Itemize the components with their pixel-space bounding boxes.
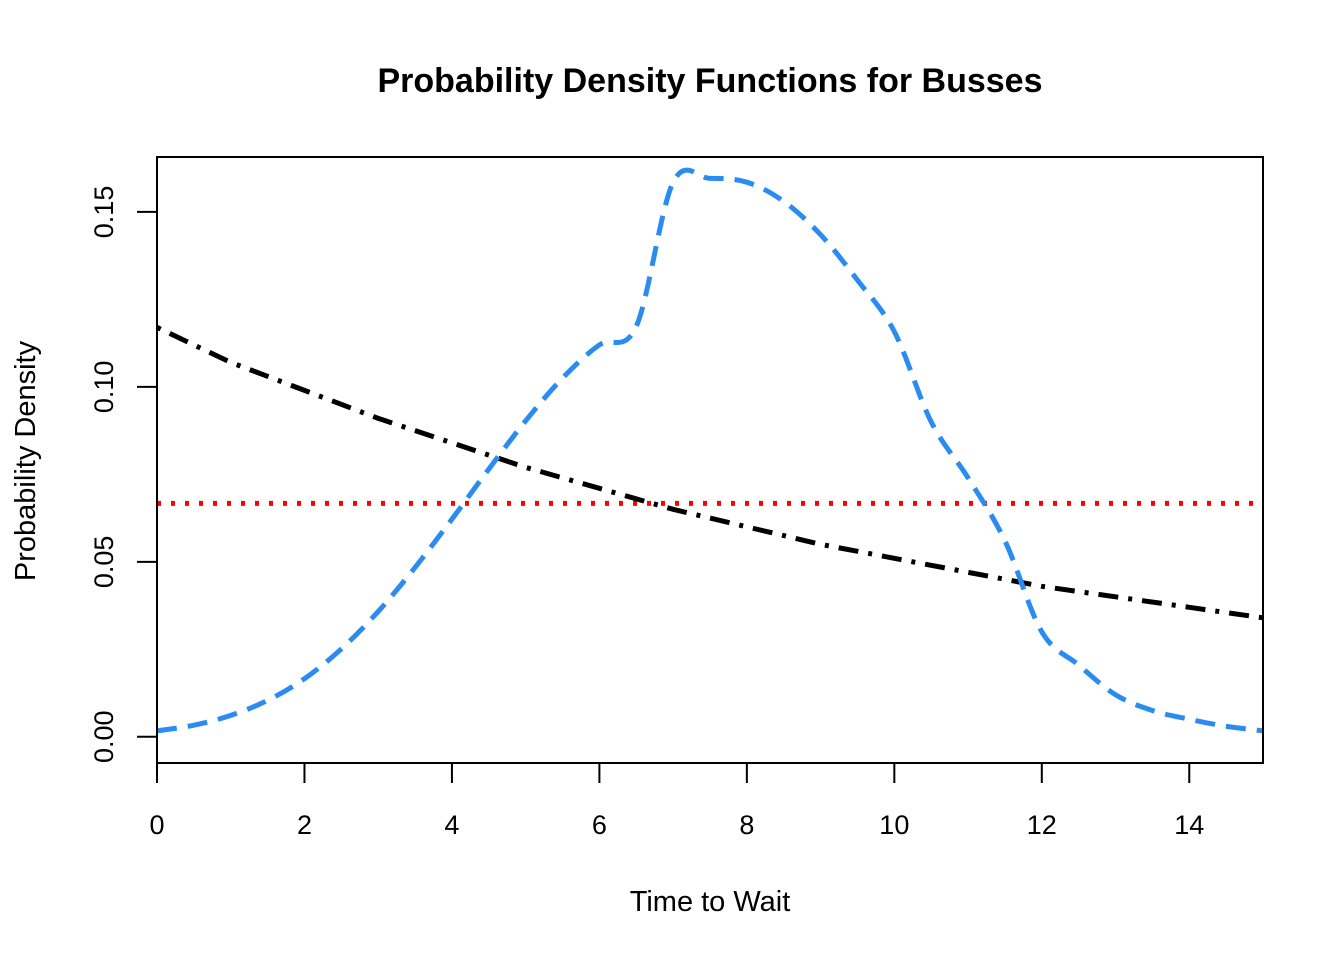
x-tick-label: 14 — [1174, 810, 1204, 840]
y-tick-label: 0.00 — [89, 710, 119, 763]
series-layer — [155, 167, 1264, 734]
x-tick-label: 0 — [149, 810, 164, 840]
series-line — [155, 325, 1264, 621]
y-tick-label: 0.05 — [89, 536, 119, 589]
x-tick-label: 12 — [1027, 810, 1057, 840]
y-tick-label: 0.10 — [89, 361, 119, 414]
x-tick-label: 8 — [739, 810, 754, 840]
chart-title: Probability Density Functions for Busses — [377, 62, 1042, 100]
x-axis-label: Time to Wait — [630, 886, 791, 918]
x-tick-label: 6 — [592, 810, 607, 840]
x-tick-label: 2 — [297, 810, 312, 840]
y-axis-label: Probability Density — [10, 340, 42, 581]
axes-layer: 0 2 4 6 8 10 12 14 0.00 0.05 0.10 0.15 — [89, 186, 1204, 840]
x-tick-label: 4 — [444, 810, 459, 840]
series-line — [156, 167, 1264, 734]
y-tick-label: 0.15 — [89, 186, 119, 239]
plot-frame — [156, 156, 1264, 764]
x-tick-label: 10 — [879, 810, 909, 840]
